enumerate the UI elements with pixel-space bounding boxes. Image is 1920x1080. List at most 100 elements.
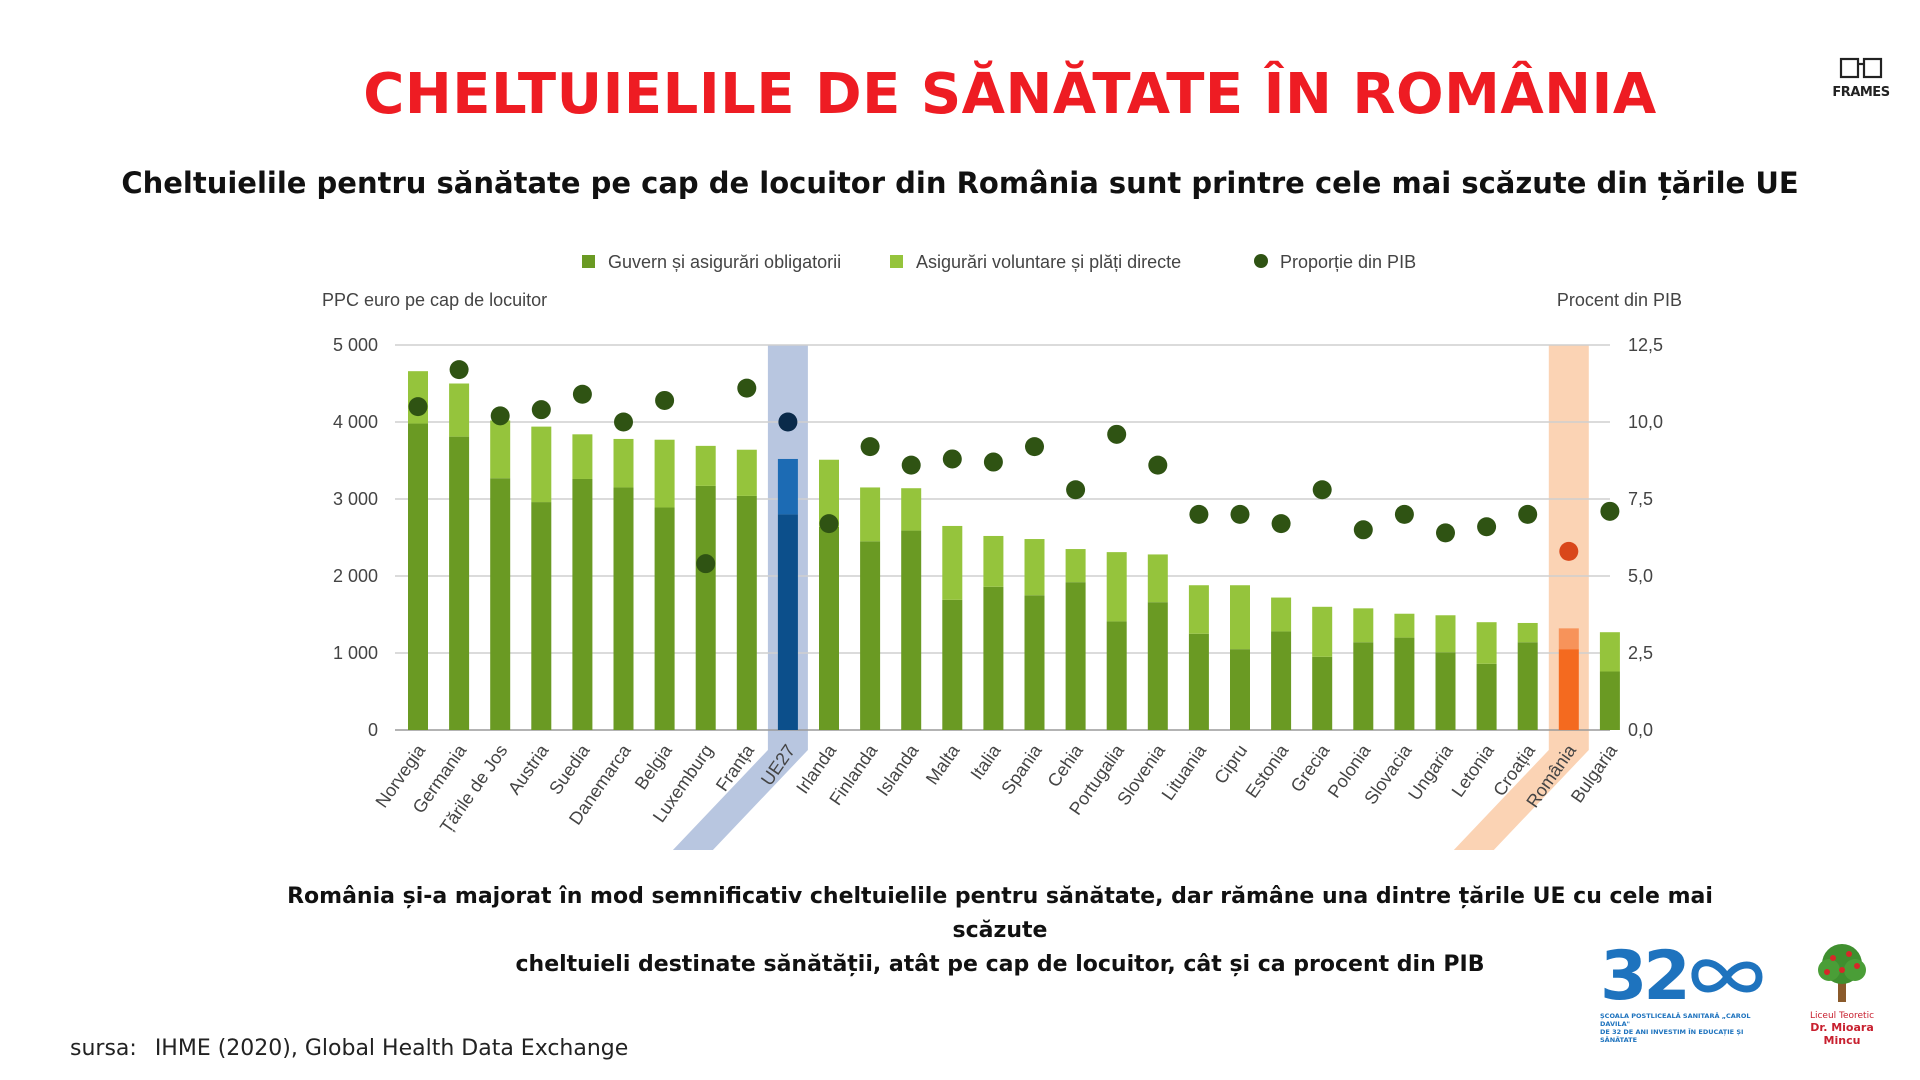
bar-voluntary [1476,622,1497,664]
bar-government [1106,621,1127,730]
bar-voluntary [1558,628,1579,650]
bar-voluntary [1147,554,1168,603]
bar-government [860,541,881,730]
bar-voluntary [1517,622,1538,643]
gdp-share-dot [1394,504,1414,524]
bar-government [1065,582,1086,730]
chart-caption: România și-a majorat în mod semnificativ… [240,880,1760,982]
page-title: CHELTUIELILE DE SĂNĂTATE ÎN ROMÂNIA [363,62,1657,127]
y-tick-label-left: 0 [368,720,378,740]
gdp-share-dot [531,400,551,420]
gdp-share-dot [1518,504,1538,524]
bar-government [1230,649,1250,730]
gdp-share-dot [737,378,757,398]
gdp-share-dot [1066,480,1086,500]
gdp-share-dot [819,514,839,534]
y-tick-label-left: 2 000 [333,566,378,586]
x-tick-label: Malta [922,740,964,788]
gdp-share-dot [572,384,592,404]
bar-voluntary [1312,606,1333,657]
gdp-share-dot [1600,501,1620,521]
bar-voluntary [531,426,552,503]
bar-voluntary [613,438,634,488]
y-tick-label-right: 5,0 [1628,566,1653,586]
bar-government [901,530,922,730]
bar-voluntary [449,383,470,437]
y-axis-label-right: Procent din PIB [1557,290,1682,310]
y-tick-label-right: 7,5 [1628,489,1653,509]
y-tick-label-left: 4 000 [333,412,378,432]
heart-infinity-icon [1691,959,1763,993]
lyceum-logo: Liceul Teoretic Dr. Mioara Mincu [1798,940,1886,1047]
bar-government [736,495,757,730]
health-spending-chart: 0 1 000 2 000 3 000 4 000 5 000 0,0 2,5 5,0 7,5 10… [322,252,1682,850]
x-tick-label: Italia [966,740,1005,783]
x-tick-label: Estonia [1242,740,1293,801]
gdp-share-dot [696,554,716,574]
school-logo-text-1: ȘCOALA POSTLICEALĂ SANITARĂ „CAROL DAVIL… [1600,1012,1751,1028]
source-text: IHME (2020), Global Health Data Exchange [154,1036,629,1061]
gdp-share-dot [1107,424,1127,444]
legend-label: Guvern și asigurări obligatorii [608,252,841,272]
bar-voluntary [1435,615,1456,653]
bar-government [1476,663,1497,730]
lyceum-logo-line-1: Liceul Teoretic [1809,1011,1875,1021]
x-tick-label: Spania [997,740,1046,798]
gdp-share-dot [1477,517,1497,537]
gdp-share-dot [1353,520,1373,540]
bar-government [819,526,839,730]
y-tick-label-right: 2,5 [1628,643,1653,663]
y-tick-label-right: 0,0 [1628,720,1653,740]
gdp-share-dot [1148,455,1168,475]
bar-voluntary [490,420,511,479]
romania-highlight-band [1453,345,1589,850]
bar-voluntary [654,439,675,508]
legend-label: Asigurări voluntare și plăți directe [916,252,1181,272]
bar-government [1558,649,1579,730]
school-logo-text-2: DE 32 DE ANI INVESTIM ÎN EDUCAȚIE ȘI SĂN… [1600,1028,1744,1044]
bar-voluntary [1394,613,1415,638]
gdp-share-dot [655,390,675,410]
bar-voluntary [695,445,716,486]
bar-voluntary [1106,552,1127,622]
source-label: sursa: [70,1036,137,1061]
y-axis-label-left: PPC euro pe cap de locuitor [322,290,547,310]
bar-government [613,487,634,730]
y-tick-label-left: 3 000 [333,489,378,509]
caption-line-2: cheltuieli destinate sănătății, atât pe … [515,952,1485,977]
bar-government [983,586,1004,730]
page-subtitle: Cheltuielile pentru sănătate pe cap de l… [121,166,1799,200]
gdp-share-dot [1559,541,1579,561]
bar-government [531,502,552,730]
legend-swatch [890,255,903,268]
bar-voluntary [819,459,839,527]
x-tick-label: Islanda [873,740,923,800]
legend-swatch [582,255,595,268]
bar-voluntary [860,487,881,542]
gdp-share-dot [1230,504,1250,524]
legend-dot [1254,254,1268,268]
bar-government [1271,631,1292,730]
caption-line-1: România și-a majorat în mod semnificativ… [287,884,1713,943]
gdp-share-dot [1312,480,1332,500]
bar-government [1312,656,1333,730]
school-logo: 32 ȘCOALA POSTLICEALĂ SANITARĂ „CAROL DA… [1600,942,1770,1044]
bar-government [1394,637,1415,730]
bar-voluntary [983,535,1004,587]
bar-voluntary [777,458,798,515]
bar-government [654,507,675,730]
bar-voluntary [1599,632,1620,672]
bar-government [777,514,798,730]
x-tick-label: Ungaria [1404,740,1457,804]
tree-icon [1818,944,1866,1002]
gdp-share-dot [901,455,921,475]
bar-government [1517,642,1538,730]
source-note: sursa: IHME (2020), Global Health Data Ex… [70,1036,628,1061]
x-tick-label: Cipru [1210,741,1251,788]
gdp-share-dot [1025,437,1044,457]
gdp-share-dot [778,412,798,432]
bar-government [942,599,963,730]
bar-government [1435,652,1456,730]
gdp-share-dot [942,449,962,469]
bar-government [1024,595,1045,730]
